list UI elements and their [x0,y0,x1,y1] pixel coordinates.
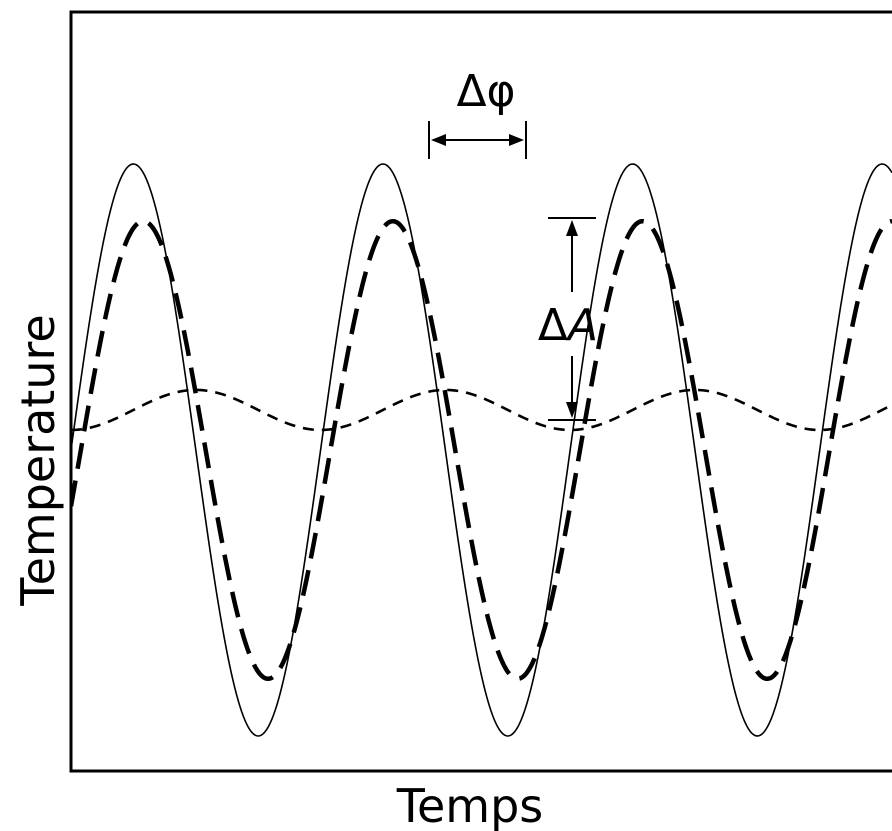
delta-a-label: ΔA [538,300,598,351]
x-axis-label: Temps [396,779,544,831]
delta-phi-annotation: Δφ [428,66,527,159]
plot-frame [69,10,892,773]
series-long-dashed-line [71,218,892,682]
delta-a-up-arrowhead [566,220,578,236]
delta-phi-label: Δφ [456,66,515,117]
delta-a-down-arrowhead [566,402,578,418]
delta-a-label-prefix: Δ [538,300,568,351]
delta-a-label-italic: A [565,300,598,351]
y-axis-label: Temperature [11,314,65,606]
series-solid-line [71,163,892,737]
delta-phi-left-arrowhead [431,134,446,146]
series-short-dashed-line [71,388,892,432]
series-layer [71,163,892,737]
delta-a-annotation: ΔA [538,217,598,421]
delta-phi-right-arrowhead [509,134,524,146]
